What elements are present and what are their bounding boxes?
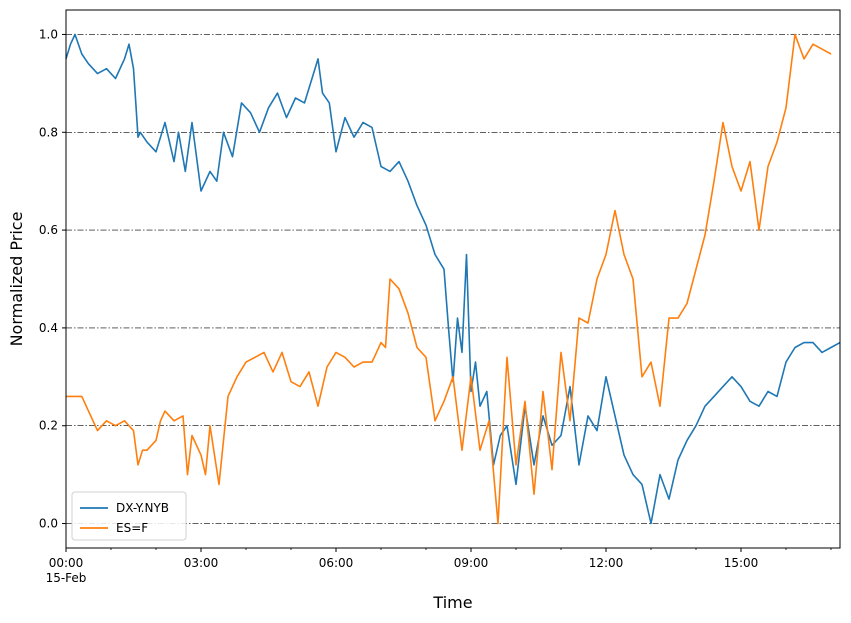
y-tick-label-3: 0.6	[39, 223, 58, 237]
plot-area-frame	[65, 9, 841, 549]
gridlines	[66, 34, 840, 524]
y-tick-label-0: 0.0	[39, 517, 58, 531]
legend-label-0: DX-Y.NYB	[116, 501, 169, 515]
y-tick-label-2: 0.4	[39, 321, 58, 335]
x-tick-sublabel-0: 15-Feb	[46, 571, 87, 585]
legend: DX-Y.NYB ES=F	[71, 491, 187, 541]
x-tick-label-5: 15:00	[724, 556, 759, 570]
x-tick-label-2: 06:00	[319, 556, 354, 570]
series-line-1	[66, 33, 832, 525]
x-tick-label-3: 09:00	[454, 556, 489, 570]
x-tick-label-1: 03:00	[184, 556, 219, 570]
x-axis-title: Time	[432, 593, 472, 612]
y-tick-label-1: 0.2	[39, 419, 58, 433]
y-tick-label-4: 0.8	[39, 125, 58, 139]
x-tick-label-4: 12:00	[589, 556, 624, 570]
y-axis-ticks: 0.0 0.2 0.4 0.6 0.8 1.0	[39, 27, 66, 531]
series-lines	[65, 33, 841, 525]
legend-label-1: ES=F	[116, 521, 148, 535]
y-axis-title: Normalized Price	[7, 212, 26, 347]
series-line-0	[65, 33, 841, 525]
y-tick-label-5: 1.0	[39, 27, 58, 41]
x-tick-label-0: 00:00	[49, 556, 84, 570]
